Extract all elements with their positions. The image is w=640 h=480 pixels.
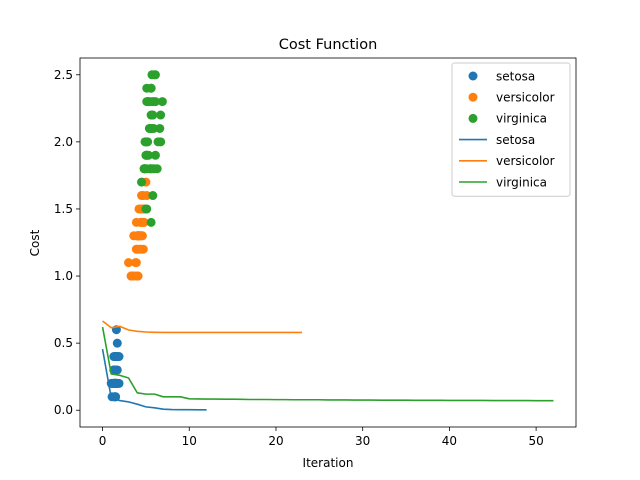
scatter-point-virginica <box>146 110 156 120</box>
scatter-point-virginica <box>143 137 153 147</box>
legend-label: setosa <box>496 133 535 147</box>
scatter-point-virginica <box>146 217 156 227</box>
legend-item-line-setosa: setosa <box>459 133 535 147</box>
scatter-point-versicolor <box>134 244 144 254</box>
x-tick-label: 40 <box>442 434 457 448</box>
y-tick-label: 0.5 <box>54 336 73 350</box>
scatter-point-virginica <box>141 150 151 160</box>
scatter-point-versicolor <box>124 258 134 268</box>
scatter-point-setosa <box>110 378 120 388</box>
axes-frame <box>79 57 577 428</box>
scatter-point-versicolor <box>130 258 140 268</box>
legend-item-marker-virginica: virginica <box>468 112 547 126</box>
x-tick-label: 30 <box>355 434 370 448</box>
y-tick-label: 1.0 <box>54 269 73 283</box>
y-tick-label: 2.0 <box>54 135 73 149</box>
legend-item-marker-setosa: setosa <box>468 69 535 83</box>
legend-item-marker-versicolor: versicolor <box>468 91 555 105</box>
legend-label: virginica <box>496 112 547 126</box>
y-tick-label: 0.0 <box>54 403 73 417</box>
legend-label: virginica <box>496 175 547 189</box>
legend: setosa versicolor virginica setosa versicolo… <box>451 62 571 197</box>
x-axis-title: Iteration <box>303 456 354 470</box>
legend-marker <box>468 92 478 102</box>
line-series-versicolor <box>102 320 302 334</box>
scatter-point-virginica <box>142 164 152 174</box>
y-tick-label: 2.5 <box>54 68 73 82</box>
legend-box <box>451 62 571 197</box>
scatter-point-virginica <box>147 70 157 80</box>
scatter-point-virginica <box>153 137 163 147</box>
line-series-virginica <box>101 326 554 402</box>
scatter-point-versicolor <box>137 191 147 201</box>
scatter-point-virginica <box>155 123 165 133</box>
x-tick-label: 10 <box>182 434 197 448</box>
scatter-point-virginica <box>156 110 166 120</box>
axis-ticks: 0 10 20 30 40 50 0.0 0.5 1.0 1.5 2.0 2.5 <box>54 68 544 448</box>
scatter-point-virginica <box>148 191 158 201</box>
legend-label: versicolor <box>496 154 555 168</box>
line-series-setosa <box>101 349 207 411</box>
scatter-point-virginica <box>142 204 152 214</box>
scatter-point-virginica <box>144 123 154 133</box>
legend-item-line-versicolor: versicolor <box>459 154 555 168</box>
scatter-point-virginica <box>150 150 160 160</box>
legend-item-line-virginica: virginica <box>459 175 547 189</box>
scatter-point-versicolor <box>137 217 147 227</box>
x-tick-label: 20 <box>268 434 283 448</box>
scatter-series-setosa <box>106 325 124 402</box>
scatter-point-virginica <box>144 97 154 107</box>
scatter-point-versicolor <box>133 231 143 241</box>
x-tick-label: 50 <box>528 434 543 448</box>
legend-label: setosa <box>496 69 535 83</box>
y-tick-label: 1.5 <box>54 202 73 216</box>
scatter-point-setosa <box>110 365 120 375</box>
plot-area <box>101 70 554 411</box>
scatter-point-virginica <box>137 177 147 187</box>
legend-label: versicolor <box>496 91 555 105</box>
scatter-series-virginica <box>137 70 167 227</box>
scatter-point-setosa <box>112 338 122 348</box>
legend-marker <box>468 113 478 123</box>
chart-title: Cost Function <box>279 37 378 53</box>
x-tick-label: 0 <box>99 434 107 448</box>
legend-marker <box>468 71 478 81</box>
y-axis-title: Cost <box>28 229 42 256</box>
scatter-point-setosa <box>114 352 124 362</box>
scatter-point-versicolor <box>126 271 136 281</box>
scatter-point-virginica <box>157 97 167 107</box>
scatter-point-virginica <box>146 83 156 93</box>
